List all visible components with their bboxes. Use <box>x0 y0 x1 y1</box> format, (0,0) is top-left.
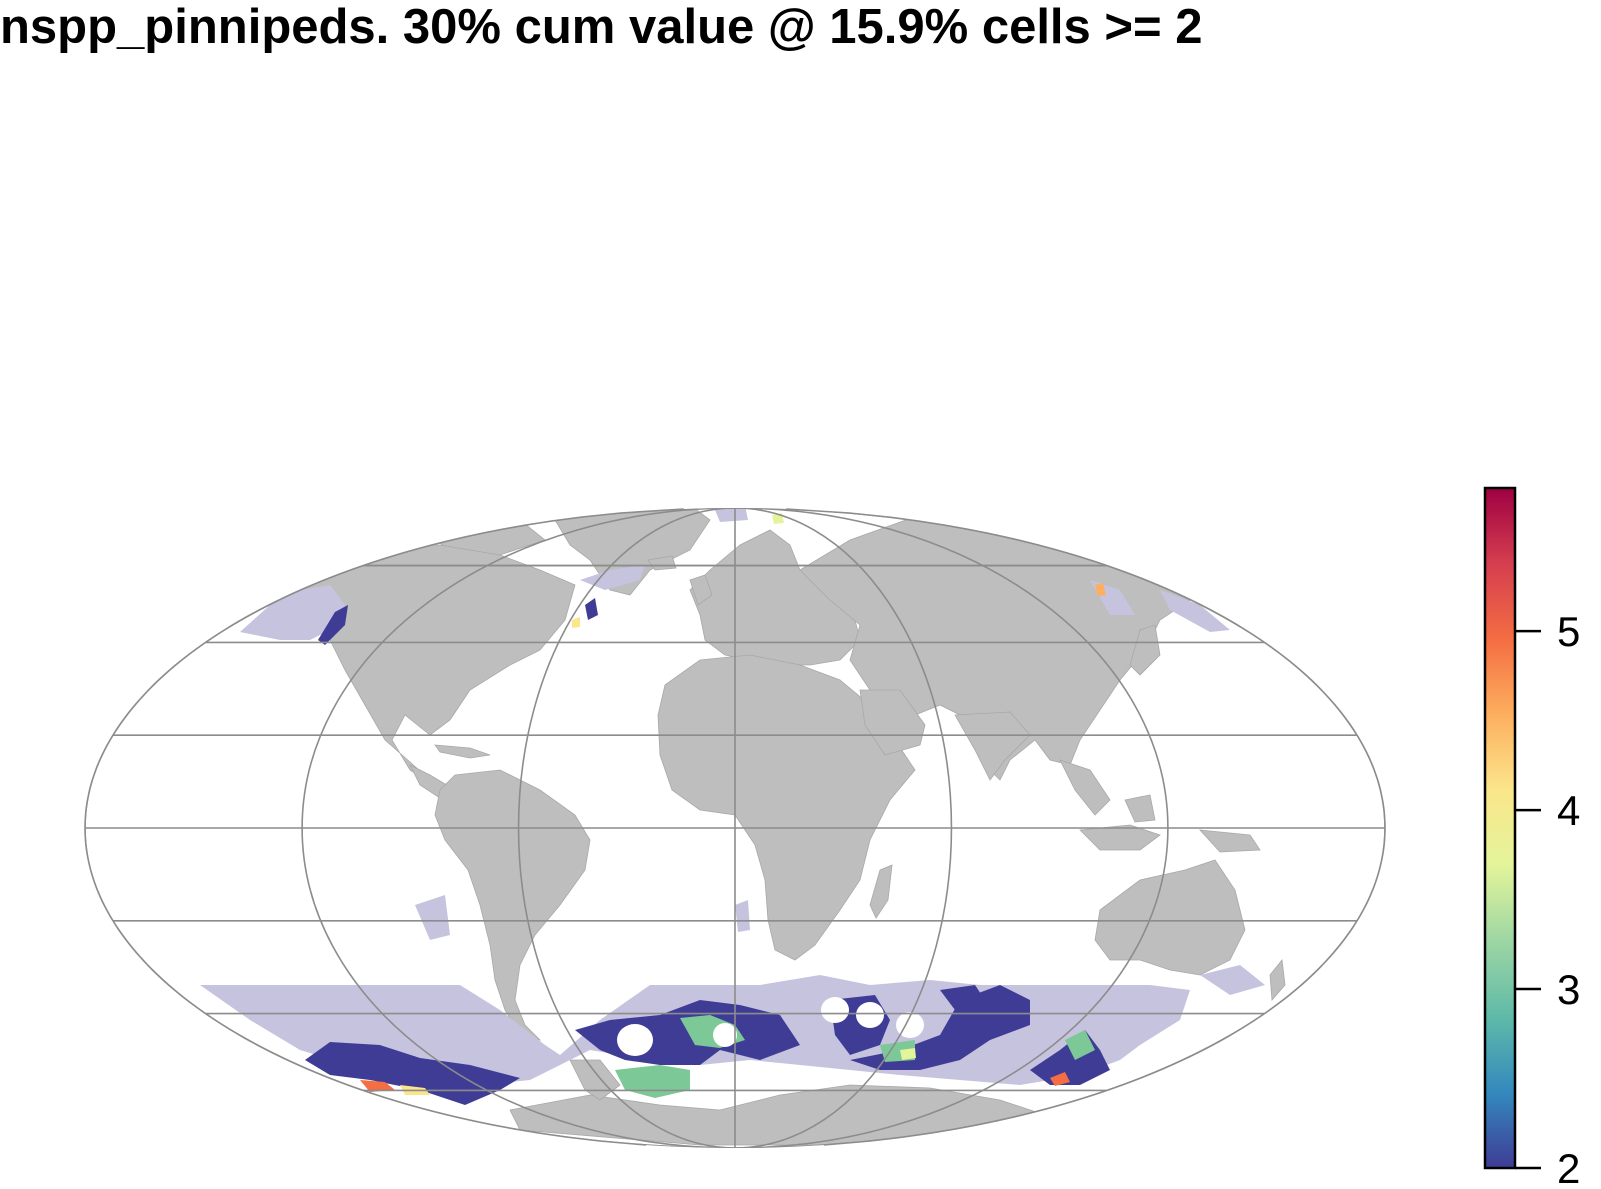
land-antarctica <box>509 1084 1061 1146</box>
projection-outline <box>84 508 1386 1146</box>
graticule-meridian <box>301 508 1169 1148</box>
legend-tick-label: 4 <box>1557 787 1580 834</box>
nodata-hole-4 <box>856 1002 884 1028</box>
legend-tick-label: 5 <box>1557 608 1580 655</box>
highval-alaska <box>318 605 348 645</box>
land-north-america <box>289 544 576 801</box>
land-indonesia <box>1079 824 1161 851</box>
highval-southern-west-warm <box>360 1080 395 1092</box>
map-title: nspp_pinnipeds. 30% cum value @ 15.9% ce… <box>0 0 1203 54</box>
nodata-hole-3 <box>821 997 849 1023</box>
land-india <box>954 711 1031 781</box>
lowval-south-australia <box>1200 965 1265 995</box>
graticule-meridian <box>517 508 953 1148</box>
land-madagascar <box>869 864 893 919</box>
outline-west-edge <box>84 508 684 1146</box>
land-japan <box>1129 624 1161 676</box>
land-iceland <box>647 555 677 571</box>
highval-east-sector <box>850 985 1030 1070</box>
legend-colorbar <box>1483 486 1517 1170</box>
land-caribbean <box>434 744 491 759</box>
legend-tick-label: 2 <box>1557 1145 1580 1189</box>
high-value-layer <box>305 513 1110 1105</box>
lowval-south-atlantic <box>735 900 750 932</box>
land-australia <box>1094 859 1246 976</box>
land-new-guinea <box>1199 829 1261 853</box>
outline-east-edge <box>786 508 1386 1146</box>
highval-newfoundland-hot <box>572 617 580 628</box>
land-africa <box>657 654 916 961</box>
highval-east-yellow <box>900 1048 916 1060</box>
lowval-barents <box>715 508 748 522</box>
land-borneo <box>1124 794 1156 823</box>
color-legend: 2 3 4 5 <box>1483 486 1580 1189</box>
highval-ross-warm <box>1050 1072 1070 1086</box>
land-uk <box>689 574 713 606</box>
highval-okhotsk <box>1095 583 1106 596</box>
legend-tick-label: 3 <box>1557 966 1580 1013</box>
highval-east-upper <box>940 985 985 1010</box>
highval-southern-west <box>305 1042 520 1105</box>
land-greenland <box>554 508 711 596</box>
lowval-north-atlantic <box>580 565 645 590</box>
land-arabia <box>859 689 926 756</box>
lowval-south-america-west <box>415 895 450 940</box>
highval-ross-green <box>1065 1030 1095 1060</box>
legend-ticks: 2 3 4 5 <box>1515 608 1580 1189</box>
land-new-zealand <box>1269 959 1286 1001</box>
land-antarctic-peninsula <box>569 1059 621 1101</box>
nodata-hole-1 <box>617 1024 653 1056</box>
highval-newfoundland <box>585 598 598 620</box>
land-southeast-asia <box>1059 759 1111 816</box>
lowval-bering-east <box>1160 590 1230 632</box>
nodata-hole-2 <box>713 1023 737 1047</box>
lowval-north-pacific <box>240 585 345 640</box>
highval-weddell-green <box>615 1065 690 1098</box>
nodata-hole-5 <box>896 1012 924 1038</box>
